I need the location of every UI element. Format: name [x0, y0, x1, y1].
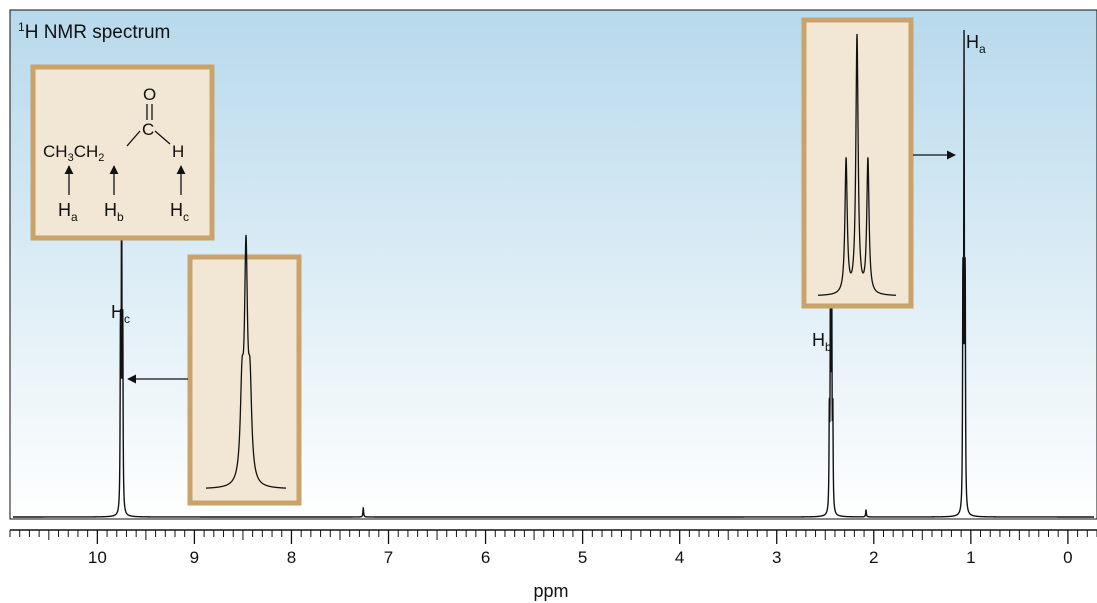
- atom-carbonyl-carbon: C: [142, 120, 154, 139]
- peak-label-hb: Hb: [812, 330, 832, 354]
- x-tick-label: 5: [578, 548, 587, 567]
- x-tick-label: 3: [772, 548, 781, 567]
- structure-label-hc: Hc: [170, 200, 189, 224]
- chart-title-superscript: 1: [18, 20, 25, 34]
- peak-label-hc: Hc: [111, 302, 130, 326]
- atom-oxygen: O: [143, 85, 156, 104]
- x-tick-label: 2: [869, 548, 878, 567]
- spectrum-trace: [12, 29, 1094, 518]
- inset-hc-expansion: [187, 234, 302, 506]
- x-tick-label: 0: [1063, 548, 1072, 567]
- inset-hc-trace: [205, 234, 287, 489]
- x-tick-label: 4: [675, 548, 684, 567]
- x-tick-label: 1: [966, 548, 975, 567]
- chart-title-text: H NMR spectrum: [25, 22, 171, 43]
- x-axis: [9, 529, 1097, 544]
- x-tick-label: 10: [88, 548, 107, 567]
- peak-label-ha: Ha: [966, 32, 986, 56]
- atom-aldehyde-hydrogen: H: [172, 142, 184, 161]
- chart-title: 1H NMR spectrum: [18, 20, 170, 43]
- x-tick-label: 6: [481, 548, 490, 567]
- inset-ha-trace: [817, 33, 897, 296]
- bond-ch2-c: [126, 130, 141, 147]
- molecule-formula-chain: CH3CH2: [43, 142, 104, 164]
- x-tick-label: 7: [384, 548, 393, 567]
- bond-c-h: [154, 130, 171, 145]
- x-tick-label: 8: [287, 548, 296, 567]
- x-tick-label: 9: [190, 548, 199, 567]
- x-axis-label: ppm: [533, 581, 568, 601]
- structure-label-ha: Ha: [58, 200, 78, 224]
- inset-ha-expansion: [801, 17, 914, 309]
- molecule-structure-box: O C CH3CH2 H Ha Hb Hc: [30, 64, 215, 241]
- structure-label-hb: Hb: [104, 200, 124, 224]
